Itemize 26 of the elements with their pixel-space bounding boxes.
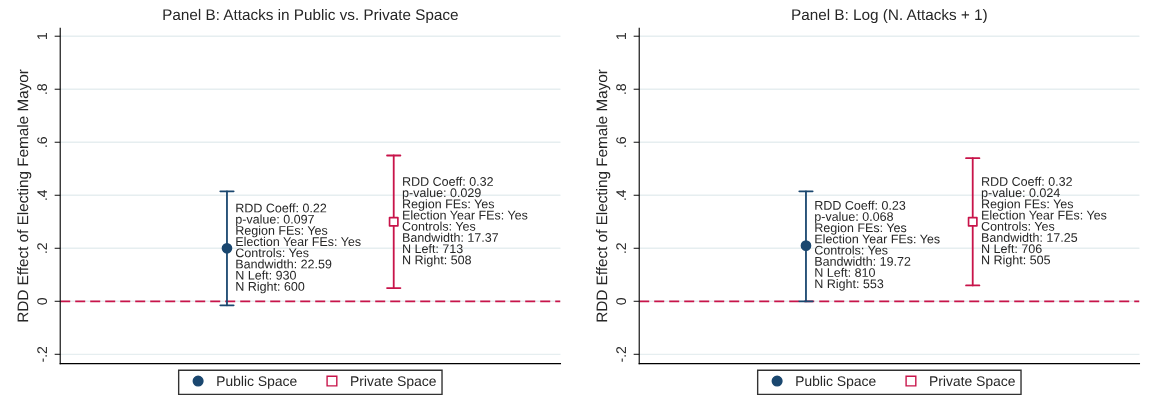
- y-axis-title: RDD Effect of Electing Female Mayor: [17, 69, 32, 322]
- y-tick-label: .8: [37, 84, 48, 94]
- y-axis-title: RDD Effect of Electing Female Mayor: [596, 69, 611, 322]
- legend-label: Private Space: [930, 375, 1015, 389]
- annotation: RDD Coeff: 0.32 p-value: 0.029 Region FEs: Yes Election Year FEs: Yes Controls: Yes Bandwidth: 17.37 N Left: 713 N Right: 508: [402, 176, 528, 267]
- annotation: RDD Coeff: 0.23 p-value: 0.068 Region FEs: Yes Election Year FEs: Yes Controls: Yes Bandwidth: 19.72 N Left: 810 N Right: 553: [814, 200, 940, 291]
- legend-label: Private Space: [351, 375, 436, 389]
- y-tick-label: 0: [37, 297, 48, 305]
- legend-label: Public Space: [796, 375, 876, 389]
- y-tick-label: .4: [37, 189, 47, 200]
- y-tick-label: .8: [616, 84, 627, 94]
- y-tick-label: .2: [37, 243, 47, 253]
- chart-title: Panel B: Attacks in Public vs. Private Space: [163, 8, 458, 24]
- y-tick-label: 1: [37, 33, 47, 40]
- y-tick-label: -.2: [616, 346, 626, 362]
- y-tick-label: .6: [616, 137, 627, 147]
- y-tick-label: .6: [37, 137, 48, 147]
- y-tick-label: 0: [616, 297, 627, 305]
- annotation: RDD Coeff: 0.22 p-value: 0.097 Region FEs: Yes Election Year FEs: Yes Controls: Yes Bandwidth: 22.59 N Left: 930 N Right: 600: [235, 203, 361, 294]
- chart-title: Panel B: Log (N. Attacks + 1): [792, 8, 987, 24]
- annotation: RDD Coeff: 0.32 p-value: 0.024 Region FEs: Yes Election Year FEs: Yes Controls: Yes Bandwidth: 17.25 N Left: 706 N Right: 505: [981, 176, 1107, 267]
- y-tick-label: .2: [616, 243, 626, 253]
- y-tick-label: .4: [616, 189, 626, 200]
- y-tick-label: 1: [616, 33, 626, 40]
- y-tick-label: -.2: [37, 346, 47, 362]
- legend-label: Public Space: [217, 375, 297, 389]
